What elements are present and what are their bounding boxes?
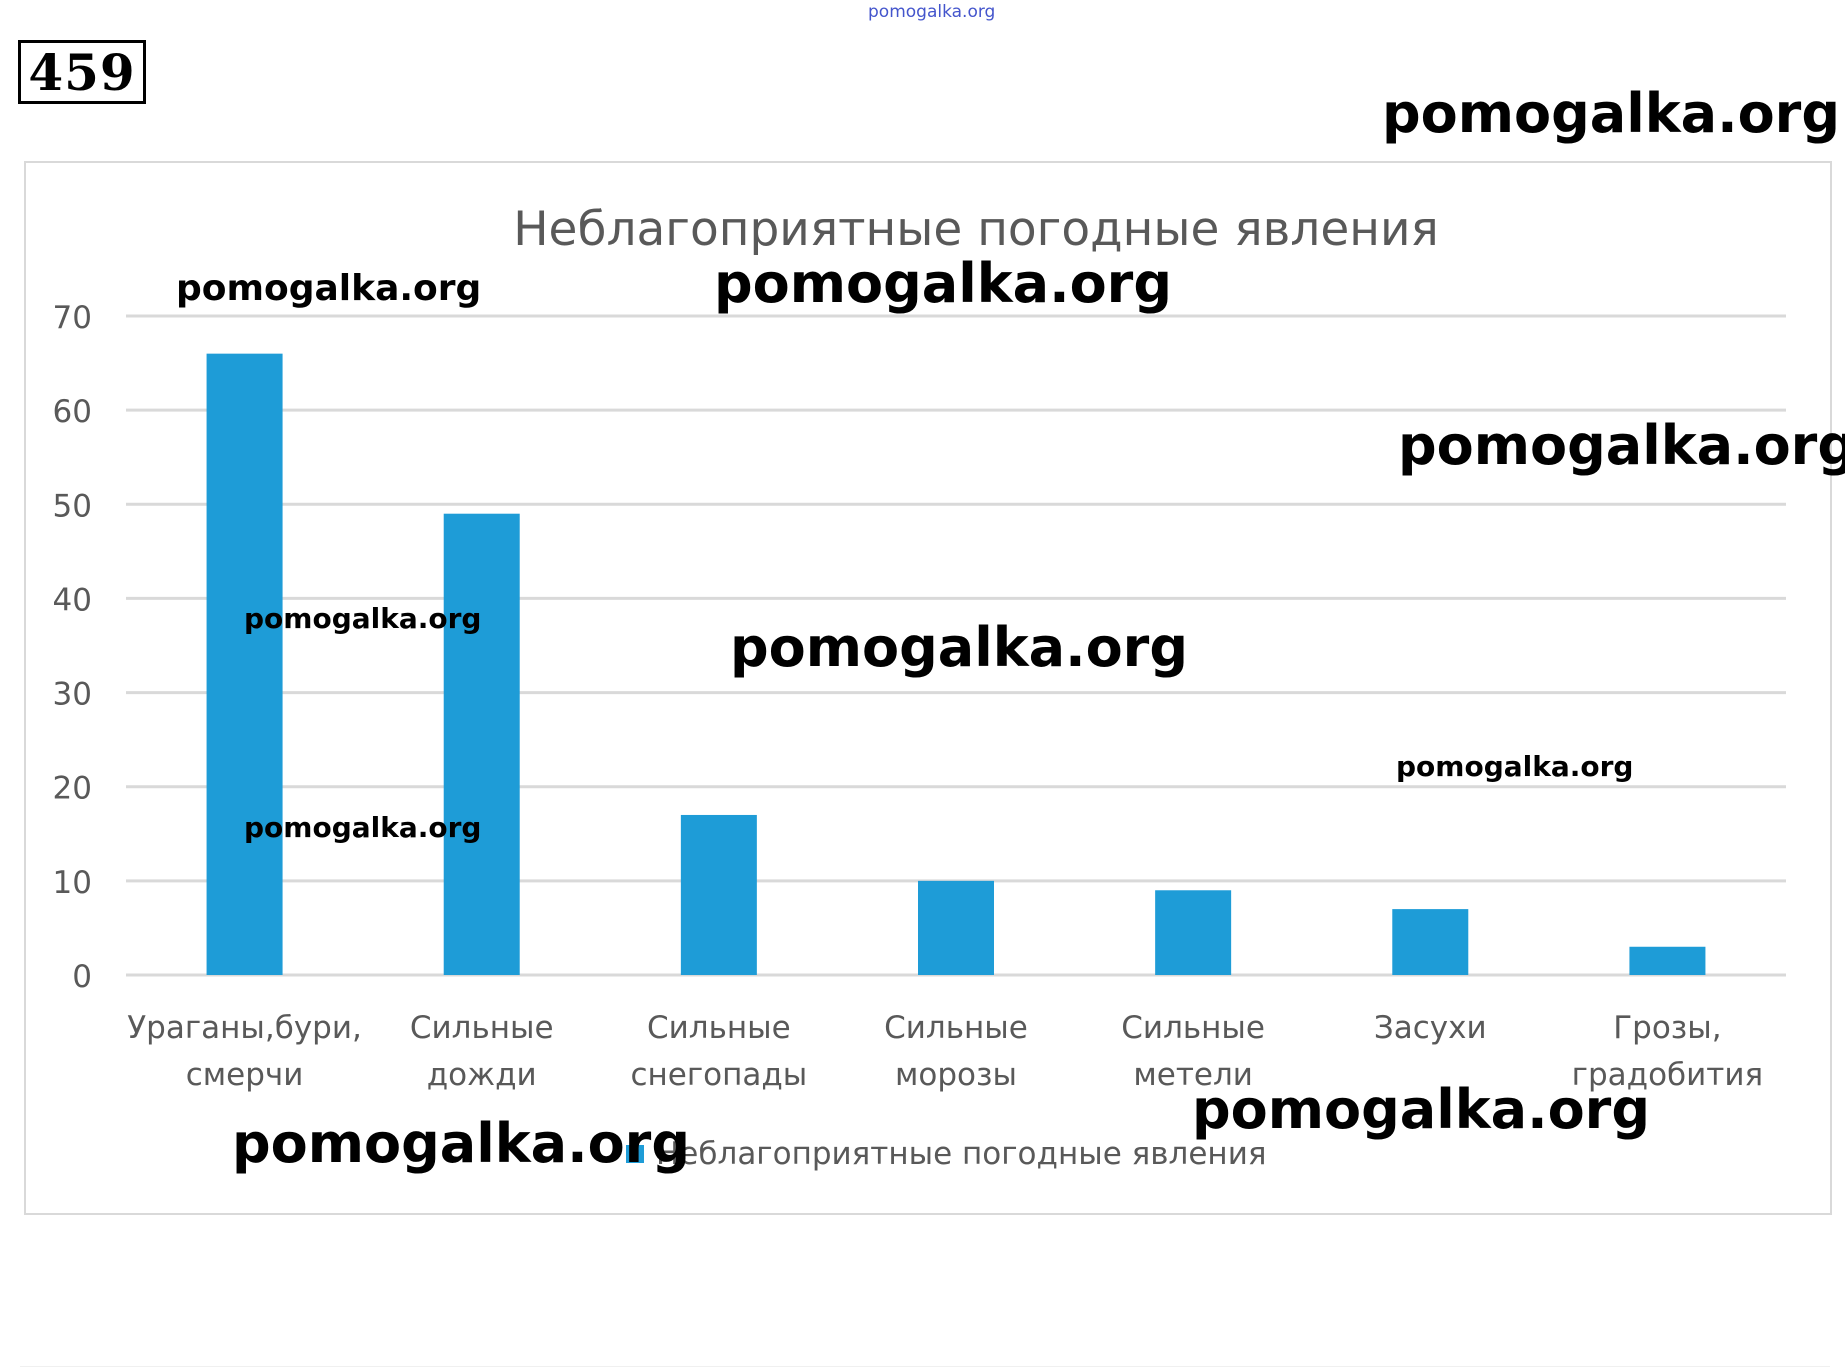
x-tick-label-2-1: снегопады — [630, 1057, 807, 1093]
legend-label: Неблагоприятные погодные явления — [656, 1136, 1267, 1172]
chart-legend: Неблагоприятные погодные явления — [626, 1136, 1267, 1172]
page-bottom-line — [20, 1366, 1830, 1367]
y-tick-label-0: 0 — [72, 959, 92, 995]
watermark-1: pomogalka.org — [1382, 82, 1840, 145]
bar-3 — [918, 880, 994, 975]
watermark-2: pomogalka.org — [176, 268, 482, 309]
x-tick-label-1-1: дожди — [427, 1057, 537, 1093]
x-tick-label-6-0: Грозы, — [1613, 1010, 1721, 1046]
y-tick-label-70: 70 — [53, 300, 92, 336]
y-tick-label-20: 20 — [53, 771, 92, 807]
x-tick-label-0-0: Ураганы,бури, — [127, 1010, 362, 1046]
y-tick-label-60: 60 — [53, 394, 92, 430]
watermark-6: pomogalka.org — [730, 616, 1188, 679]
chart-title: Неблагоприятные погодные явления — [513, 202, 1439, 257]
x-tick-label-2-0: Сильные — [647, 1010, 791, 1046]
legend-swatch — [626, 1145, 644, 1163]
watermark-4: pomogalka.org — [1398, 414, 1845, 477]
bar-1 — [443, 513, 520, 975]
bar-4 — [1155, 890, 1232, 975]
y-tick-label-40: 40 — [53, 582, 92, 618]
chart-frame — [24, 161, 1832, 1215]
problem-number: 459 — [18, 40, 146, 104]
watermark-3: pomogalka.org — [714, 252, 1172, 315]
x-tick-label-3-0: Сильные — [884, 1010, 1028, 1046]
watermark-7: pomogalka.org — [1396, 750, 1634, 783]
bar-2 — [680, 814, 757, 975]
x-tick-label-4-1: метели — [1133, 1057, 1253, 1093]
x-tick-label-6-1: градобития — [1572, 1057, 1763, 1093]
y-tick-label-30: 30 — [53, 677, 92, 713]
x-tick-label-5-0: Засухи — [1374, 1010, 1487, 1046]
bar-0 — [206, 353, 283, 976]
watermark-5: pomogalka.org — [244, 602, 482, 635]
watermark-9: pomogalka.org — [1192, 1078, 1650, 1141]
x-tick-label-1-0: Сильные — [410, 1010, 554, 1046]
watermark-10: pomogalka.org — [232, 1112, 690, 1175]
watermark-top: pomogalka.org — [868, 2, 996, 22]
bar-5 — [1392, 909, 1469, 975]
bar-6 — [1629, 946, 1706, 975]
y-tick-label-10: 10 — [53, 865, 92, 901]
x-tick-label-0-1: смерчи — [186, 1057, 304, 1093]
y-tick-label-50: 50 — [53, 488, 92, 524]
x-tick-label-3-1: морозы — [895, 1057, 1017, 1093]
watermark-8: pomogalka.org — [244, 811, 482, 844]
x-tick-label-4-0: Сильные — [1121, 1010, 1265, 1046]
